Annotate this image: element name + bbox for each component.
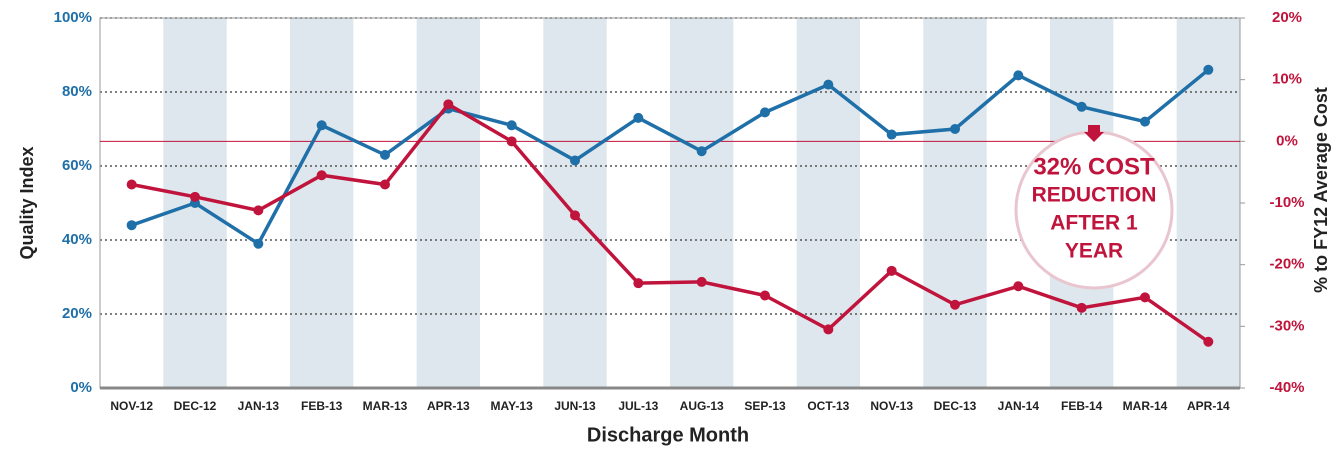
data-point	[760, 107, 770, 118]
y2-tick-label: 10%	[1272, 71, 1302, 88]
x-tick-label: DEC-12	[174, 399, 217, 413]
column-band	[923, 18, 987, 388]
data-point	[1076, 101, 1087, 112]
annotation-text: YEAR	[1065, 240, 1123, 263]
y2-tick-label: -10%	[1269, 194, 1304, 211]
x-tick-label: DEC-13	[934, 399, 977, 413]
data-point	[506, 120, 517, 131]
data-point	[1013, 70, 1024, 81]
data-point	[950, 299, 960, 310]
y-tick-label: 100%	[54, 9, 92, 26]
x-tick-label: MAR-13	[363, 399, 408, 413]
data-point	[1203, 64, 1214, 75]
y-tick-label: 20%	[62, 305, 92, 322]
x-axis-title: Discharge Month	[587, 424, 749, 446]
y2-tick-label: 20%	[1272, 9, 1302, 26]
data-point	[126, 220, 137, 231]
y2-tick-label: 0%	[1276, 132, 1298, 149]
x-tick-label: JAN-14	[998, 399, 1040, 413]
y2-tick-label: -30%	[1269, 317, 1304, 334]
data-point	[823, 79, 834, 90]
x-tick-label: NOV-13	[870, 399, 913, 413]
data-point	[886, 129, 897, 140]
data-point	[253, 205, 264, 216]
x-tick-label: AUG-13	[680, 399, 724, 413]
x-tick-label: FEB-14	[1061, 399, 1103, 413]
y-axis-title: Quality Index	[17, 146, 37, 259]
data-point	[570, 210, 580, 221]
annotation-text: 32% COST	[1033, 153, 1155, 180]
x-tick-label: MAY-13	[491, 399, 534, 413]
annotation-text: REDUCTION	[1032, 184, 1157, 207]
annotation-text: AFTER 1	[1050, 212, 1138, 235]
data-point	[253, 238, 264, 249]
data-point	[633, 278, 644, 289]
data-point	[380, 179, 390, 190]
data-point	[696, 276, 707, 287]
data-point	[316, 170, 327, 181]
x-tick-label: MAR-14	[1123, 399, 1168, 413]
data-point	[1140, 292, 1150, 303]
data-point	[506, 136, 517, 147]
x-tick-label: JUN-13	[554, 399, 596, 413]
y2-tick-label: -20%	[1269, 256, 1304, 273]
data-point	[823, 324, 834, 335]
data-point	[1013, 281, 1024, 292]
series-line	[131, 102, 1210, 344]
data-point	[633, 112, 644, 123]
data-point	[886, 265, 897, 276]
data-point	[696, 146, 707, 157]
x-tick-label: APR-13	[427, 399, 470, 413]
data-point	[1076, 302, 1087, 313]
y-tick-label: 40%	[62, 231, 92, 248]
column-band	[416, 18, 480, 388]
column-band	[670, 18, 734, 388]
y-tick-label: 60%	[62, 157, 92, 174]
data-point	[190, 191, 200, 202]
data-point	[950, 124, 960, 134]
data-point	[760, 290, 770, 301]
x-tick-label: NOV-12	[110, 399, 153, 413]
x-tick-label: OCT-13	[807, 399, 849, 413]
data-point	[126, 179, 137, 190]
x-tick-label: FEB-13	[301, 399, 343, 413]
y-tick-label: 80%	[62, 83, 92, 100]
data-point	[443, 99, 454, 110]
y2-tick-label: -40%	[1269, 379, 1304, 396]
column-band	[543, 18, 607, 388]
annotation-arrow	[1084, 125, 1104, 142]
y2-axis-title: % to FY12 Average Cost	[1311, 87, 1331, 293]
column-band	[290, 18, 354, 388]
x-tick-label: JUL-13	[618, 399, 658, 413]
series-line	[131, 68, 1210, 247]
data-point	[570, 155, 580, 166]
data-point	[316, 120, 327, 131]
data-point	[1203, 336, 1214, 347]
data-point	[380, 149, 390, 160]
x-tick-label: JAN-13	[238, 399, 280, 413]
x-tick-label: APR-14	[1187, 399, 1230, 413]
data-point	[1140, 116, 1150, 127]
x-tick-label: SEP-13	[744, 399, 786, 413]
y-tick-label: 0%	[70, 379, 92, 396]
